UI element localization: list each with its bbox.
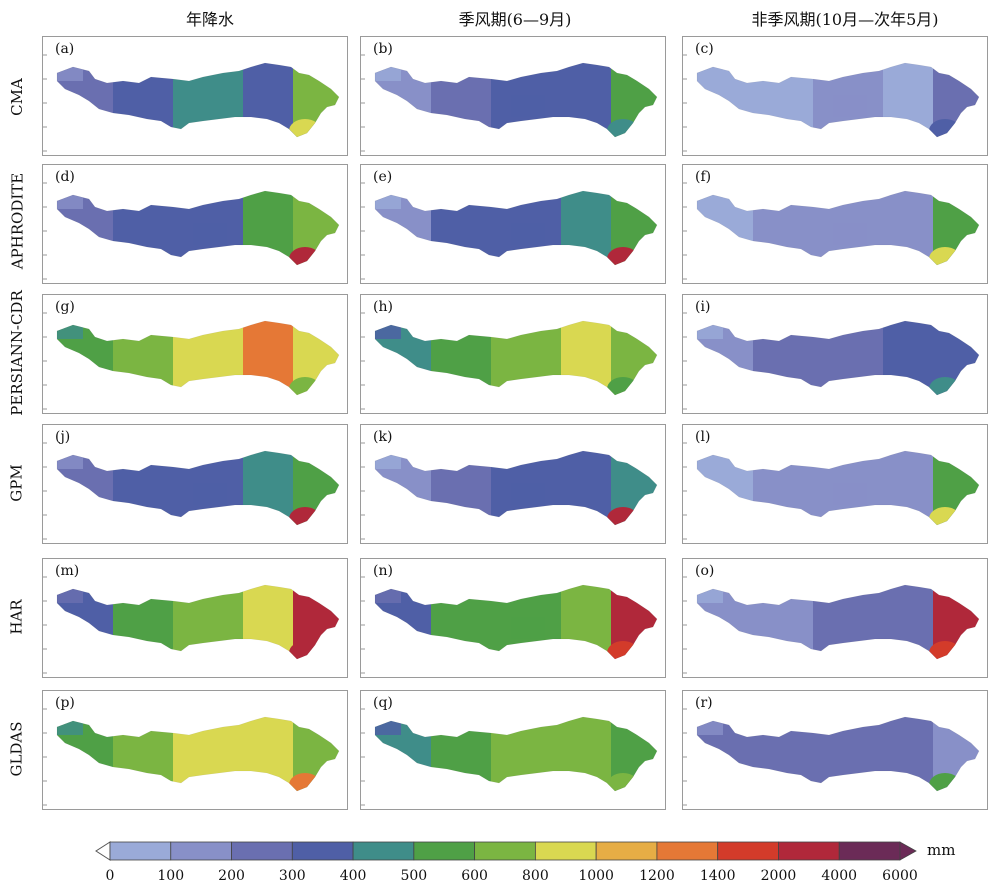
panel-label: (a) — [55, 41, 75, 57]
panel-label: (d) — [55, 169, 75, 185]
basin-map — [683, 54, 980, 152]
row-label-gldas: GLDAS — [8, 721, 27, 777]
basin-map — [43, 442, 340, 540]
colorbar — [95, 841, 917, 861]
basin-map — [683, 312, 980, 410]
colorbar-extend-high — [899, 841, 917, 861]
map-panel: (d) — [42, 164, 348, 284]
basin-map — [43, 576, 340, 674]
basin-map — [683, 576, 980, 674]
colorbar-segment — [656, 841, 719, 861]
panel-label: (l) — [695, 429, 711, 445]
basin-map — [361, 182, 658, 280]
basin-map — [361, 708, 658, 806]
colorbar-segment — [474, 841, 536, 861]
panel-label: (g) — [55, 299, 75, 315]
colorbar-tick: 400 — [339, 868, 367, 884]
colorbar-segment — [778, 841, 840, 861]
basin-map — [683, 708, 980, 806]
basin-map — [361, 312, 658, 410]
panel-label: (h) — [373, 299, 393, 315]
panel-label: (c) — [695, 41, 714, 57]
colorbar-segment — [717, 841, 779, 861]
colorbar-tick: 500 — [400, 868, 428, 884]
map-panel: (l) — [682, 424, 988, 544]
row-label-cma: CMA — [8, 78, 27, 116]
panel-label: (i) — [695, 299, 711, 315]
colorbar-tick: 0 — [105, 868, 115, 884]
panel-label: (p) — [55, 695, 75, 711]
basin-map — [683, 442, 980, 540]
map-panel: (o) — [682, 558, 988, 678]
colorbar-segment — [838, 841, 901, 861]
basin-map — [43, 312, 340, 410]
row-label-gpm: GPM — [8, 464, 26, 502]
colorbar-tick: 1200 — [639, 868, 675, 884]
colorbar-tick: 1400 — [699, 868, 736, 884]
column-title-annual: 年降水 — [185, 10, 234, 29]
colorbar-segment — [595, 841, 658, 861]
row-label-persiann: PERSIANN-CDR — [8, 290, 26, 416]
panel-label: (j) — [55, 429, 71, 445]
map-panel: (r) — [682, 690, 988, 810]
colorbar-segment — [352, 841, 415, 861]
colorbar-tick: 6000 — [882, 868, 918, 884]
colorbar-segment — [413, 841, 476, 861]
map-panel: (m) — [42, 558, 348, 678]
map-panel: (n) — [360, 558, 666, 678]
panel-label: (r) — [695, 695, 713, 711]
colorbar-segment — [534, 841, 597, 861]
panel-label: (n) — [373, 563, 393, 579]
panel-label: (k) — [373, 429, 393, 445]
basin-map — [683, 182, 980, 280]
colorbar-tick: 600 — [461, 868, 488, 884]
map-panel: (q) — [360, 690, 666, 810]
map-panel: (k) — [360, 424, 666, 544]
row-label-har: HAR — [8, 599, 26, 635]
map-panel: (a) — [42, 36, 348, 156]
basin-map — [43, 182, 340, 280]
colorbar-tick: 800 — [522, 868, 549, 884]
map-panel: (i) — [682, 294, 988, 414]
panel-label: (q) — [373, 695, 393, 711]
colorbar-tick: 200 — [218, 868, 245, 884]
colorbar-segment — [291, 841, 354, 861]
map-panel: (j) — [42, 424, 348, 544]
column-title-nonmonsoon: 非季风期(10月—次年5月) — [751, 10, 939, 29]
colorbar-tick: 100 — [157, 868, 185, 884]
colorbar-segment — [231, 841, 293, 861]
basin-map — [361, 442, 658, 540]
colorbar-segment — [109, 841, 172, 861]
map-panel: (p) — [42, 690, 348, 810]
panel-label: (b) — [373, 41, 393, 57]
map-panel: (f) — [682, 164, 988, 284]
map-panel: (g) — [42, 294, 348, 414]
panel-label: (o) — [695, 563, 715, 579]
map-panel: (b) — [360, 36, 666, 156]
colorbar-tick: 4000 — [821, 868, 858, 884]
map-panel: (c) — [682, 36, 988, 156]
colorbar-tick: 2000 — [760, 868, 797, 884]
map-panel: (h) — [360, 294, 666, 414]
map-panel: (e) — [360, 164, 666, 284]
colorbar-unit: mm — [927, 841, 956, 859]
basin-map — [43, 54, 340, 152]
column-title-monsoon: 季风期(6—9月) — [458, 10, 572, 29]
basin-map — [43, 708, 340, 806]
colorbar-tick: 1000 — [578, 868, 614, 884]
colorbar-segment — [170, 841, 232, 861]
row-label-aphrodite: APHRODITE — [8, 172, 27, 270]
panel-label: (e) — [373, 169, 393, 185]
basin-map — [361, 576, 658, 674]
colorbar-extend-low — [95, 841, 111, 861]
panel-label: (m) — [55, 563, 80, 579]
basin-map — [361, 54, 658, 152]
colorbar-tick: 300 — [278, 868, 306, 884]
panel-label: (f) — [695, 169, 712, 185]
